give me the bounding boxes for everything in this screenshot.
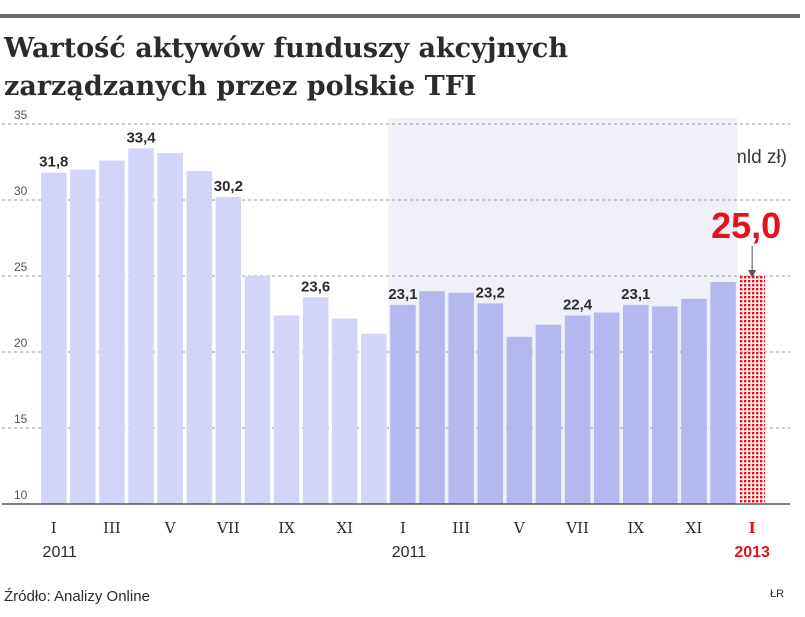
x-tick-label: III bbox=[103, 519, 121, 537]
bar bbox=[652, 306, 678, 504]
value-label: 23,6 bbox=[301, 278, 330, 295]
value-label: 31,8 bbox=[39, 154, 68, 171]
y-tick-label: 15 bbox=[14, 412, 28, 426]
bar bbox=[99, 160, 125, 505]
bar bbox=[506, 336, 533, 504]
x-tick-label: IX bbox=[278, 519, 295, 537]
author-credit: ŁR bbox=[770, 588, 785, 600]
value-label: 23,2 bbox=[476, 284, 505, 301]
bar bbox=[361, 333, 387, 504]
top-rule bbox=[0, 14, 800, 18]
value-label: 23,1 bbox=[621, 286, 650, 303]
x-tick-label: VII bbox=[216, 519, 240, 537]
source-note: Źródło: Analizy Online bbox=[4, 588, 150, 605]
x-tick-label: I bbox=[51, 519, 57, 537]
bar bbox=[564, 315, 591, 504]
x-tick-label: V bbox=[164, 519, 177, 537]
bar bbox=[332, 318, 358, 504]
bar bbox=[593, 312, 620, 504]
year-label: 2011 bbox=[43, 544, 78, 561]
bar bbox=[681, 298, 707, 504]
value-label: 30,2 bbox=[214, 178, 243, 195]
chart-title-line-1: Wartość aktywów funduszy akcyjnych bbox=[4, 33, 568, 64]
bar bbox=[623, 304, 649, 504]
bar bbox=[157, 152, 183, 504]
value-label: 33,4 bbox=[126, 129, 156, 146]
bar bbox=[128, 148, 154, 504]
highlight-pointer-arrow bbox=[748, 270, 757, 278]
bar bbox=[215, 196, 242, 504]
x-tick-label: XI bbox=[336, 519, 353, 537]
chart-title: Wartość aktywów funduszy akcyjnych zarzą… bbox=[4, 30, 644, 106]
year-label: 2011 bbox=[392, 544, 427, 561]
x-tick-label: I bbox=[749, 519, 756, 537]
bar bbox=[390, 304, 416, 504]
bar bbox=[70, 169, 96, 504]
bar-highlight bbox=[739, 276, 765, 504]
x-tick-label: I bbox=[400, 519, 406, 537]
value-label: 23,1 bbox=[388, 286, 417, 303]
chart-title-line-2: zarządzanych przez polskie TFI bbox=[4, 71, 477, 102]
bar bbox=[448, 292, 474, 504]
y-tick-label: 25 bbox=[14, 260, 28, 274]
bar bbox=[535, 324, 562, 504]
bar bbox=[186, 171, 212, 504]
year-label: 2013 bbox=[734, 544, 770, 561]
bar bbox=[244, 276, 271, 504]
value-label: 22,4 bbox=[563, 297, 593, 314]
bar bbox=[302, 297, 329, 504]
year-band bbox=[388, 118, 738, 504]
y-tick-label: 35 bbox=[14, 108, 28, 122]
bar bbox=[710, 282, 736, 504]
x-tick-label: III bbox=[452, 519, 470, 537]
y-tick-label: 20 bbox=[14, 336, 28, 350]
bar bbox=[477, 303, 503, 504]
y-tick-label: 30 bbox=[14, 184, 28, 198]
y-tick-label: 10 bbox=[14, 488, 28, 502]
bar bbox=[273, 315, 300, 504]
highlight-value-label: 25,0 bbox=[711, 205, 781, 246]
bar bbox=[41, 172, 67, 504]
x-tick-label: IX bbox=[627, 519, 644, 537]
bar bbox=[419, 291, 445, 504]
x-tick-label: V bbox=[513, 519, 526, 537]
x-tick-label: XI bbox=[686, 519, 703, 537]
x-tick-label: VII bbox=[565, 519, 589, 537]
